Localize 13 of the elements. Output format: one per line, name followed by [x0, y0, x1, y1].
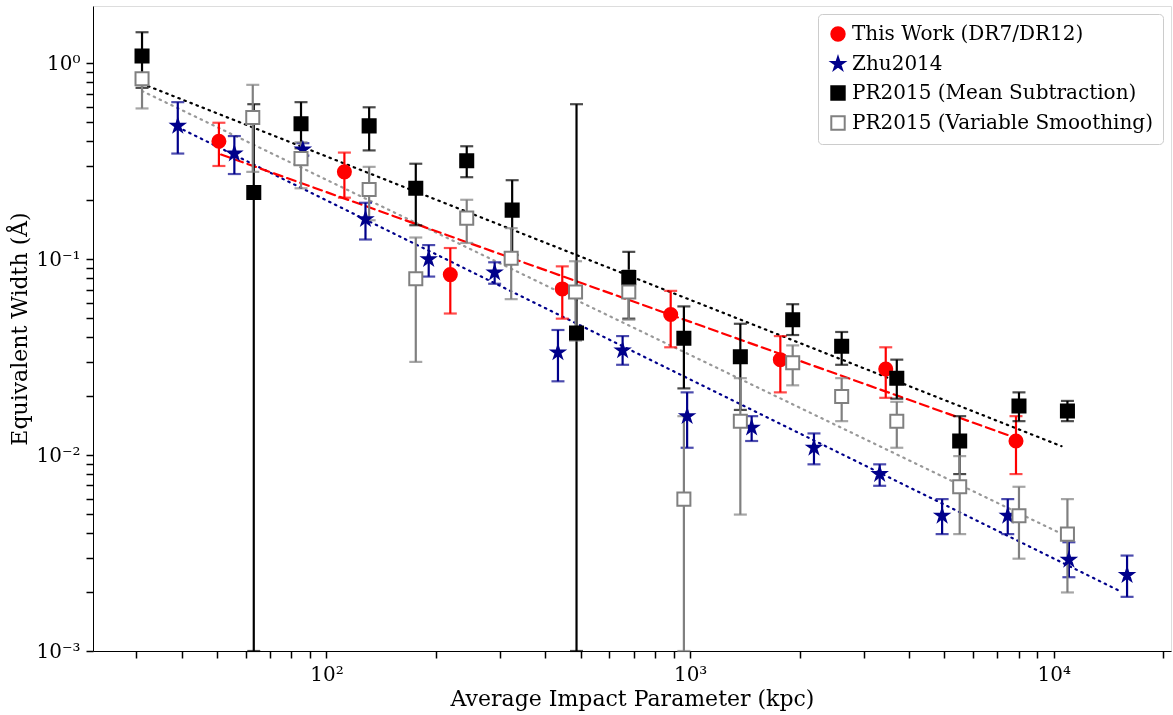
legend-label: Zhu2014 — [852, 51, 943, 75]
x-tick-label: 10³ — [673, 661, 708, 686]
x-tick-label: 10² — [310, 661, 344, 686]
legend-label: PR2015 (Variable Smoothing) — [852, 110, 1153, 134]
x-axis-title: Average Impact Parameter (kpc) — [449, 685, 815, 711]
y-tick-label: 10⁻¹ — [36, 246, 81, 271]
legend-label: This Work (DR7/DR12) — [852, 21, 1084, 45]
x-tick-label: 10⁴ — [1037, 661, 1072, 686]
y-axis-title: Equivalent Width (Å) — [5, 212, 33, 446]
y-tick-label: 10⁻² — [36, 442, 81, 467]
y-tick-label: 10⁻³ — [36, 638, 81, 663]
legend-label: PR2015 (Mean Subtraction) — [852, 80, 1137, 104]
y-tick-label: 10⁰ — [47, 50, 81, 75]
